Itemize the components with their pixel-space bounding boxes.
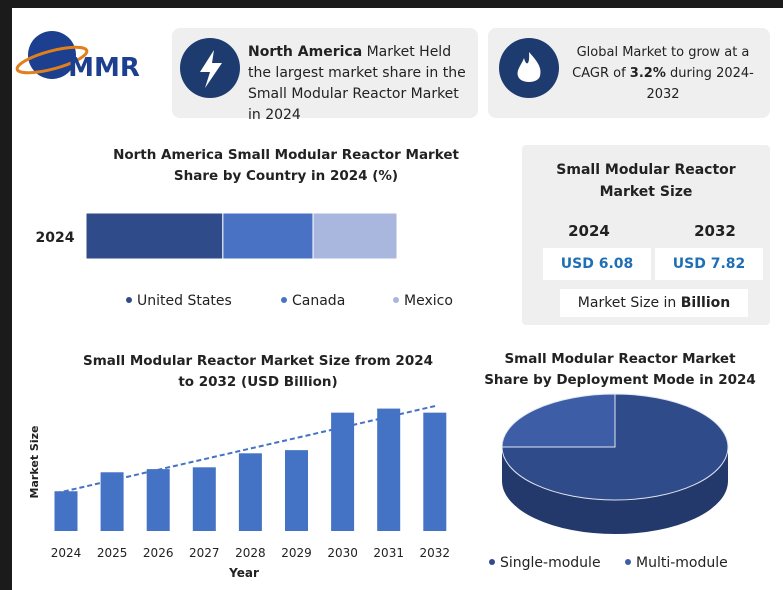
size-note: Market Size in Billion <box>560 289 748 317</box>
right-box-text: Global Market to grow at a CAGR of 3.2% … <box>560 42 766 105</box>
market-size-panel: Small Modular Reactor Market Size 2024 2… <box>522 145 770 325</box>
bolt <box>200 50 222 88</box>
legend-label: Canada <box>292 293 345 309</box>
pie-side <box>502 447 728 534</box>
x-tick-label: 2025 <box>97 546 128 560</box>
bar-segment <box>312 212 398 260</box>
x-tick-label: 2032 <box>420 546 451 560</box>
legend-marker <box>393 297 399 303</box>
bar <box>377 408 401 531</box>
text: Global Market to grow at a CAGR of <box>572 45 750 81</box>
size-value: USD 7.82 <box>655 248 763 280</box>
x-axis-label: Year <box>228 566 259 580</box>
x-tick-label: 2031 <box>373 546 404 560</box>
bar <box>146 469 170 531</box>
legend-marker <box>126 297 132 303</box>
chart-title: Small Modular Reactor Market Share by De… <box>484 351 756 409</box>
bar <box>238 453 262 531</box>
year-label: 2024 <box>568 222 610 240</box>
market-size-title: Small Modular Reactor Market Size <box>556 162 736 200</box>
legend-label: Multi-module <box>636 555 728 571</box>
x-tick-label: 2027 <box>189 546 220 560</box>
note: Market Size in <box>577 295 677 311</box>
pie-slice <box>501 393 616 448</box>
x-tick-label: 2028 <box>235 546 266 560</box>
x-tick-label: 2029 <box>281 546 312 560</box>
bar <box>54 491 78 531</box>
legend-label: United States <box>137 293 232 309</box>
logo-ring <box>15 45 89 75</box>
legend-label: Single-module <box>500 555 601 571</box>
x-tick-label: 2026 <box>143 546 174 560</box>
bar-segment <box>85 212 224 260</box>
bold-text: North America <box>248 44 363 60</box>
note-bold: Billion <box>680 295 731 311</box>
legend-marker <box>281 297 287 303</box>
y-tick-label: 2024 <box>36 230 75 246</box>
legend-marker <box>489 559 495 565</box>
bar <box>423 412 447 531</box>
y-axis-label: Market Size <box>28 426 41 499</box>
text: Market Held the largest market share in … <box>248 44 466 123</box>
year-label: 2032 <box>694 222 736 240</box>
trendline <box>55 404 438 495</box>
bar <box>285 450 308 531</box>
bold-text: 3.2% <box>629 66 666 81</box>
legend-marker <box>625 559 631 565</box>
x-tick-label: 2030 <box>327 546 358 560</box>
flame <box>517 52 541 82</box>
bar-segment <box>222 212 314 260</box>
chart-title: Small Modular Reactor Market Size from 2… <box>82 353 434 390</box>
x-tick-label: 2024 <box>51 546 82 560</box>
bar <box>100 472 124 531</box>
chart-title: North America Small Modular Reactor Mark… <box>113 147 459 184</box>
bar <box>331 412 355 531</box>
bar <box>192 467 216 531</box>
legend-label: Mexico <box>404 293 453 309</box>
pie-slice <box>501 393 729 501</box>
size-value: USD 6.08 <box>543 248 651 280</box>
logo-text: MMR <box>68 53 140 83</box>
text: during 2024-2032 <box>646 66 754 102</box>
logo: MMR <box>15 31 140 83</box>
left-box-text: North America Market Held the largest ma… <box>248 42 474 126</box>
